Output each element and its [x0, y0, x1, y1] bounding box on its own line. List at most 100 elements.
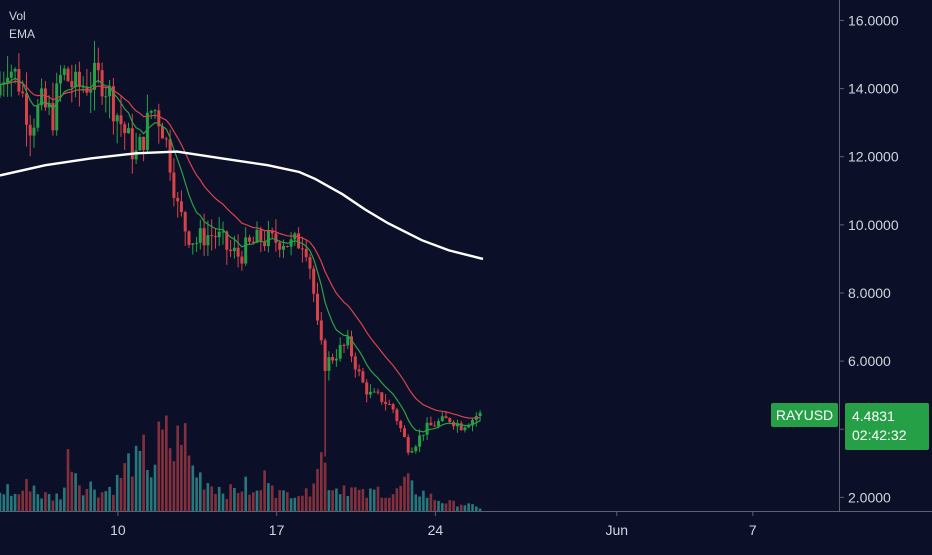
volume-bar — [55, 493, 58, 511]
volume-layer — [0, 415, 482, 511]
price-tick-label: 16.0000 — [848, 12, 899, 28]
candle-body — [361, 371, 365, 383]
candle-body — [278, 242, 282, 250]
last-price-tag: 4.4831 02:42:32 — [845, 403, 929, 450]
volume-bar — [74, 473, 77, 511]
volume-bar — [142, 434, 145, 511]
candle-body — [414, 446, 418, 452]
volume-bar — [478, 508, 482, 511]
candle-body — [202, 228, 206, 246]
candle-body — [108, 86, 112, 97]
candle-body — [28, 124, 32, 136]
volume-bar — [338, 494, 342, 511]
volume-bar — [312, 483, 315, 511]
volume-bar — [2, 494, 6, 511]
candle-body — [425, 422, 429, 435]
candle-body — [183, 212, 187, 232]
volume-bar — [361, 489, 365, 511]
candle-body — [13, 69, 17, 72]
candle-body — [353, 356, 357, 370]
volume-bar — [255, 490, 259, 511]
candle-body — [138, 136, 142, 151]
price-tick-label: 10.0000 — [848, 217, 899, 233]
volume-bar — [304, 488, 308, 511]
axis-layer: 16.0000 14.0000 12.0000 10.0000 8.0000 6.0000… — [0, 0, 932, 538]
candle-body — [25, 93, 28, 125]
candle-body — [161, 126, 164, 139]
candle-body — [176, 197, 180, 202]
candle-body — [66, 68, 70, 81]
candle-body — [429, 422, 433, 426]
volume-bar — [335, 488, 338, 511]
volume-bar — [81, 495, 85, 511]
candle-body — [467, 425, 471, 428]
candle-body — [214, 236, 217, 238]
volume-bar — [282, 490, 285, 511]
candle-body — [134, 150, 138, 160]
ema-indicator-label[interactable]: EMA — [9, 27, 36, 41]
candle-body — [6, 77, 10, 83]
volume-bar — [168, 448, 172, 511]
volume-bar — [475, 506, 478, 511]
volume-bar — [115, 474, 119, 511]
volume-bar — [289, 498, 293, 511]
volume-bar — [293, 497, 297, 511]
volume-bar — [259, 490, 263, 511]
candle-body — [334, 358, 338, 361]
volume-bar — [372, 489, 376, 511]
volume-bar — [422, 490, 425, 511]
candle-body — [365, 382, 369, 395]
candle-body — [43, 88, 47, 108]
candle-body — [338, 344, 342, 359]
candle-body — [316, 293, 319, 321]
volume-bar — [388, 497, 391, 511]
candle-body — [21, 91, 25, 94]
candle-body — [342, 344, 346, 346]
candle-body — [372, 391, 376, 393]
candle-body — [111, 86, 115, 122]
candle-body — [236, 247, 240, 257]
candle-body — [62, 68, 66, 75]
candle-body — [410, 451, 414, 453]
candle-body — [418, 435, 422, 447]
candle-body — [368, 391, 372, 395]
volume-bar — [301, 495, 304, 511]
volume-bar — [346, 496, 350, 511]
candle-body — [459, 423, 463, 431]
candle-body — [81, 86, 85, 88]
volume-bar — [456, 506, 459, 511]
volume-bar — [199, 472, 202, 511]
candle-body — [191, 243, 195, 245]
candle-body — [387, 404, 391, 405]
candle-body — [221, 231, 225, 233]
vol-indicator-label[interactable]: Vol — [9, 9, 26, 23]
candle-body — [244, 237, 248, 264]
volume-bar — [229, 484, 232, 511]
volume-bar — [399, 485, 402, 511]
candle-body — [357, 369, 361, 372]
candle-body — [421, 434, 425, 436]
volume-bar — [376, 486, 380, 511]
volume-bar — [267, 483, 270, 511]
candle-body — [248, 237, 251, 242]
candle-body — [198, 228, 202, 243]
volume-bar — [10, 495, 13, 511]
candle-body — [346, 336, 350, 346]
volume-bar — [236, 493, 240, 511]
volume-bar — [28, 491, 32, 511]
candle-body — [285, 245, 289, 247]
volume-bar — [418, 496, 421, 511]
candle-body — [304, 248, 308, 258]
candle-body — [403, 428, 406, 437]
candle-body — [331, 357, 335, 361]
volume-bar — [221, 493, 225, 511]
ema-fast-line — [0, 77, 481, 433]
candle-body — [282, 245, 285, 250]
volume-bar — [172, 461, 176, 511]
volume-bar — [357, 489, 361, 511]
candle-body — [448, 418, 452, 422]
volume-bar — [195, 477, 198, 511]
candle-body — [51, 102, 55, 131]
